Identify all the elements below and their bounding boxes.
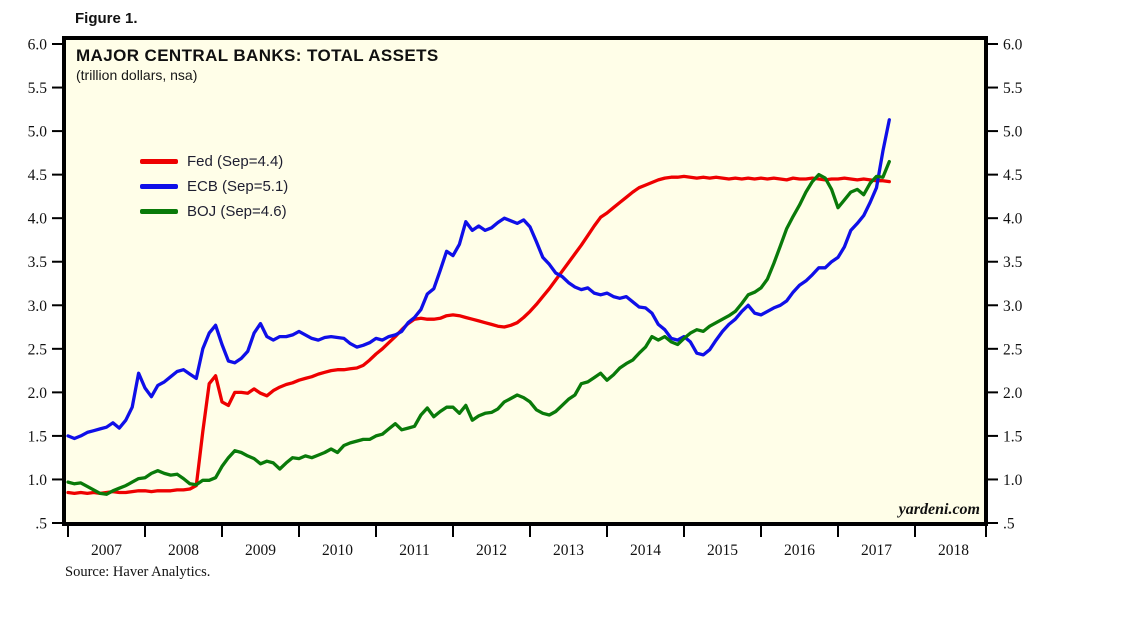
x-axis-label: 2008 [168, 542, 199, 559]
y-axis-label-right: 6.0 [1003, 37, 1023, 54]
y-axis-label-right: 1.5 [1003, 428, 1023, 445]
y-axis-label-left: 4.0 [28, 211, 48, 228]
y-axis-label-right: 2.5 [1003, 341, 1023, 358]
x-axis-label: 2018 [938, 542, 969, 559]
y-axis-label-left: 5.0 [28, 124, 48, 141]
legend-label-fed: Fed (Sep=4.4) [187, 153, 284, 170]
x-axis-label: 2017 [861, 542, 892, 559]
x-axis-label: 2016 [784, 542, 815, 559]
y-axis-label-right: 5.5 [1003, 80, 1023, 97]
figure-label: Figure 1. [75, 10, 138, 27]
legend-label-boj: BOJ (Sep=4.6) [187, 203, 287, 220]
legend-label-ecb: ECB (Sep=5.1) [187, 178, 289, 195]
chart-subtitle: (trillion dollars, nsa) [76, 67, 198, 83]
legend-item-boj: BOJ (Sep=4.6) [140, 199, 288, 224]
x-axis-label: 2007 [91, 542, 122, 559]
y-axis-label-right: 3.5 [1003, 254, 1023, 271]
plot-area [62, 36, 988, 526]
x-axis-label: 2009 [245, 542, 276, 559]
x-axis-label: 2013 [553, 542, 584, 559]
fed-line-swatch [140, 159, 178, 164]
x-axis-label: 2010 [322, 542, 353, 559]
chart-title: MAJOR CENTRAL BANKS: TOTAL ASSETS [76, 46, 439, 65]
y-axis-label-left: 5.5 [28, 80, 48, 97]
boj-line [66, 159, 891, 496]
y-axis-label-right: 4.5 [1003, 167, 1023, 184]
legend: Fed (Sep=4.4) ECB (Sep=5.1) BOJ (Sep=4.6… [140, 149, 288, 224]
y-axis-label-right: 2.0 [1003, 385, 1023, 402]
y-axis-label-left: 6.0 [28, 37, 48, 54]
x-axis-label: 2012 [476, 542, 507, 559]
y-axis-label-right: 3.0 [1003, 298, 1023, 315]
y-axis-label-left: 3.0 [28, 298, 48, 315]
y-axis-label-left: 2.5 [28, 341, 48, 358]
y-axis-label-left: 2.0 [28, 385, 48, 402]
y-axis-label-left: 4.5 [28, 167, 48, 184]
boj-line-swatch [140, 209, 178, 214]
x-axis-label: 2015 [707, 542, 738, 559]
y-axis-label-right: 1.0 [1003, 472, 1023, 489]
y-axis-label-right: 5.0 [1003, 124, 1023, 141]
x-axis-label: 2014 [630, 542, 661, 559]
y-axis-label-right: 4.0 [1003, 211, 1023, 228]
y-axis-label-left: .5 [35, 516, 47, 533]
source-note: Source: Haver Analytics. [65, 564, 211, 580]
legend-item-fed: Fed (Sep=4.4) [140, 149, 288, 174]
fed-line [66, 174, 891, 496]
ecb-line-swatch [140, 184, 178, 189]
y-axis-label-right: .5 [1003, 516, 1015, 533]
y-axis-label-left: 1.5 [28, 428, 48, 445]
ecb-line [66, 118, 891, 441]
watermark: yardeni.com [898, 501, 980, 518]
y-axis-label-left: 1.0 [28, 472, 48, 489]
x-axis-label: 2011 [399, 542, 429, 559]
y-axis-label-left: 3.5 [28, 254, 48, 271]
legend-item-ecb: ECB (Sep=5.1) [140, 174, 288, 199]
